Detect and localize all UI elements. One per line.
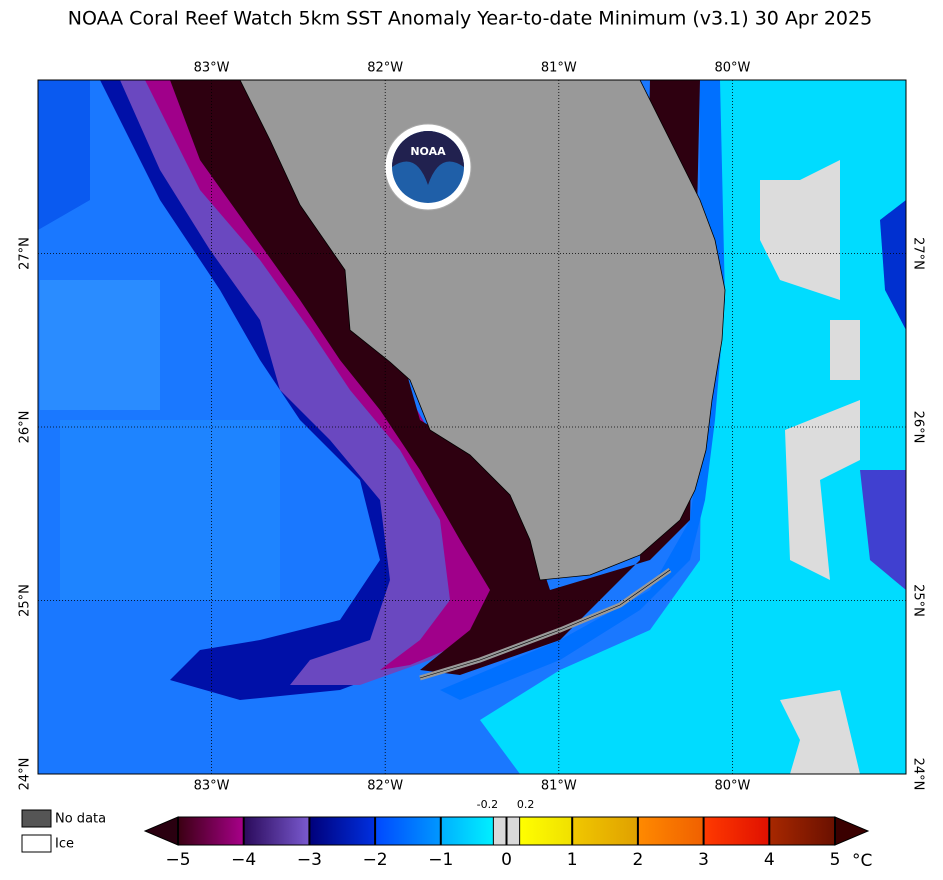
lon-label-bottom: 81°W [541, 779, 577, 794]
lon-label-bottom: 80°W [714, 779, 750, 794]
colorbar-segment [375, 817, 441, 845]
cold-band [120, 80, 500, 685]
lon-label-top: 80°W [714, 61, 750, 76]
colorbar-segment [519, 817, 573, 845]
land-florida [239, 80, 726, 581]
colorbar-segment [703, 817, 770, 845]
lon-label-bottom: 82°W [367, 779, 403, 794]
ocean-patch [40, 280, 160, 410]
florida-keys-outline [419, 569, 671, 679]
lat-label-left: 26°N [18, 411, 33, 444]
colorbar-segment [572, 817, 638, 845]
lat-label-left: 25°N [18, 584, 33, 617]
colorbar-segment [769, 817, 835, 845]
ice-patch [780, 690, 860, 774]
colorbar-extend-high [834, 816, 870, 846]
colorbar-segment [243, 817, 310, 845]
lon-label-top: 82°W [367, 61, 403, 76]
colorbar-tick-label: 3 [698, 850, 709, 870]
legend-label: No data [55, 812, 106, 827]
legend-label: Ice [55, 837, 74, 852]
colorbar: −5 −4 −3 −2 −1 0 1 2 3 4 5 -0.2 0.2 °C [143, 798, 872, 871]
colorbar-minor-label: 0.2 [517, 798, 535, 811]
lon-label-top: 83°W [194, 61, 230, 76]
colorbar-segment [440, 817, 494, 845]
lat-label-left: 24°N [18, 758, 33, 791]
colorbar-tick-label: −5 [165, 850, 190, 870]
lat-label-right: 25°N [911, 584, 926, 617]
colorbar-tick-label: −4 [231, 850, 256, 870]
colorbar-tick-label: 4 [764, 850, 775, 870]
ice-patch [760, 160, 840, 300]
colorbar-tick-label: 5 [830, 850, 841, 870]
colorbar-extend-low [143, 816, 179, 846]
colorbar-segment [178, 817, 244, 845]
colorbar-tick-label: 1 [567, 850, 578, 870]
logo-text: NOAA [410, 145, 446, 158]
colorbar-tick-label: 0 [501, 850, 512, 870]
colorbar-tick-label: −3 [297, 850, 322, 870]
ocean-patch [60, 420, 280, 600]
legend-swatch [21, 834, 52, 853]
colorbar-unit: °C [852, 851, 872, 871]
lon-label-top: 81°W [541, 61, 577, 76]
ocean-patch [880, 200, 906, 330]
colorbar-segment [309, 817, 376, 845]
ice-patch [785, 400, 860, 580]
lat-label-right: 27°N [911, 237, 926, 270]
colorbar-tick-label: 2 [632, 850, 643, 870]
ocean-patch [860, 470, 906, 590]
sst-map: NOAA [38, 80, 906, 774]
colorbar-minor-label: -0.2 [477, 798, 498, 811]
ice-patch [830, 320, 860, 380]
ocean-patch [38, 80, 90, 230]
colorbar-tick-label: −1 [428, 850, 453, 870]
lat-label-right: 26°N [911, 411, 926, 444]
legend-swatch [21, 809, 52, 828]
title: NOAA Coral Reef Watch 5km SST Anomaly Ye… [68, 8, 872, 30]
colorbar-segment [637, 817, 704, 845]
cold-band [145, 80, 500, 670]
noaa-logo: NOAA [384, 123, 472, 211]
lat-label-right: 24°N [911, 758, 926, 791]
cold-band [170, 80, 700, 675]
colorbar-tick-label: −2 [363, 850, 388, 870]
lon-label-bottom: 83°W [194, 779, 230, 794]
lat-label-left: 27°N [18, 237, 33, 270]
